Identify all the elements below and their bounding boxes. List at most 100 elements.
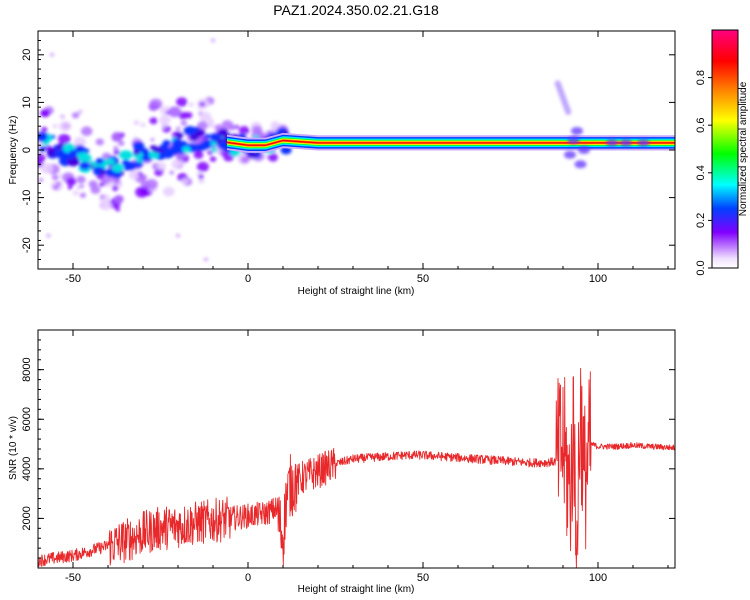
- spectrogram-cell: [188, 102, 194, 107]
- spectrogram-cell: [210, 141, 217, 147]
- spectrogram-cell: [270, 121, 281, 130]
- spectrogram-cell: [207, 150, 213, 155]
- spectrogram-cell: [79, 192, 87, 198]
- snr-x-tick-label: 50: [417, 572, 429, 584]
- spectrogram-cell: [99, 182, 104, 187]
- spectrogram-cell: [105, 182, 111, 188]
- spectrogram-cell: [197, 129, 206, 136]
- spectrogram-cell: [156, 162, 167, 171]
- spectrogram-cell: [121, 159, 130, 166]
- spectrogram-y-tick-label: 0: [21, 147, 33, 153]
- spectrogram-cell: [60, 114, 65, 119]
- spectrogram-y-label: Frequency (Hz): [8, 116, 19, 185]
- spectrogram-cell: [197, 105, 204, 111]
- spectrogram-cell: [100, 194, 105, 199]
- colorbar-frame: [711, 29, 739, 269]
- spectrogram-x-tick-label: -50: [65, 273, 81, 285]
- snr-y-tick-label: 8000: [21, 357, 33, 381]
- spectrogram-cell: [114, 150, 119, 155]
- spectrogram-cell: [58, 174, 63, 178]
- spectrogram-y-tick-label: 10: [21, 96, 33, 108]
- colorbar-label: Normalized spectral amplitude: [738, 81, 749, 216]
- spectrogram-cell: [53, 150, 61, 156]
- spectrogram-cell: [175, 233, 181, 238]
- spectrogram-cell: [111, 163, 124, 173]
- spectrogram-cell: [112, 185, 119, 192]
- spectrogram-cell: [209, 156, 217, 162]
- spectrogram-cell: [38, 146, 47, 152]
- spectrogram-cell: [100, 200, 113, 211]
- spectrogram-cell: [203, 257, 209, 262]
- spectrogram-cell: [197, 142, 208, 151]
- spectrogram-x-tick-label: 100: [589, 273, 607, 285]
- spectrogram-cell: [180, 120, 188, 126]
- spectrogram-cell: [152, 146, 161, 154]
- spectrogram-cell: [189, 135, 198, 142]
- spectrogram-cell: [51, 174, 59, 181]
- spectrogram-cell: [120, 150, 133, 160]
- spectrogram-cell: [75, 145, 86, 153]
- spectrogram-cell: [211, 147, 218, 153]
- spectrogram-x-tick-label: 0: [245, 273, 251, 285]
- spectrogram-cell: [206, 121, 215, 128]
- snr-x-tick-label: 0: [245, 572, 251, 584]
- spectrogram-x-tick-label: 50: [417, 273, 429, 285]
- colorbar-ticks: 0.0 0.2 0.4 0.6 0.8: [695, 70, 712, 276]
- spectrogram-cell: [184, 111, 193, 119]
- spectrogram-cell: [68, 149, 78, 157]
- colorbar: 0.0 0.2 0.4 0.6 0.8 Normalized spectral ampl…: [695, 29, 749, 276]
- spectrogram-cell: [112, 178, 121, 185]
- spectrogram-streak: [554, 80, 572, 115]
- snr-x-label: Height of straight line (km): [298, 584, 415, 595]
- spectrogram-cell: [169, 170, 175, 175]
- spectrogram-band: [227, 139, 675, 146]
- spectrogram-cell: [113, 195, 124, 204]
- spectrogram-cell: [578, 146, 590, 154]
- spectrogram-cell: [133, 149, 141, 156]
- spectrogram-cell: [52, 123, 58, 129]
- spectrogram-cell: [234, 125, 240, 129]
- spectrogram-cell: [159, 115, 171, 125]
- snr-y-ticks: 2000 4000 6000 8000: [21, 329, 675, 569]
- spectrogram-cell: [133, 120, 140, 126]
- spectrogram-x-ticks: -50 0 50 100: [37, 31, 669, 285]
- spectrogram-cell: [56, 181, 62, 186]
- spectrogram-cell: [606, 138, 618, 147]
- spectrogram-cell: [115, 207, 121, 212]
- spectrogram-cell: [176, 97, 188, 107]
- spectrogram-cell: [77, 109, 83, 114]
- spectrogram-cell: [89, 161, 96, 166]
- spectrogram-cell: [40, 162, 54, 174]
- snr-series-line: [38, 367, 675, 568]
- spectrogram-cell: [198, 178, 205, 184]
- spectrogram-cell: [67, 185, 73, 190]
- spectrogram-cell: [52, 184, 60, 190]
- spectrogram-cell: [637, 138, 650, 147]
- colorbar-gradient: [712, 30, 738, 268]
- spectrogram-cell: [46, 233, 51, 238]
- spectrogram-cell: [40, 126, 48, 133]
- spectrogram-cell: [76, 151, 87, 159]
- colorbar-tick-label: 0.0: [695, 260, 707, 275]
- spectrogram-cell: [140, 180, 150, 189]
- spectrogram-cell: [113, 146, 119, 150]
- spectrogram-cell: [571, 126, 583, 135]
- snr-y-tick-label: 6000: [21, 407, 33, 431]
- spectrogram-cell: [49, 52, 55, 57]
- spectrogram-cell: [198, 174, 204, 180]
- spectrogram-cell: [38, 131, 48, 142]
- spectrogram-cell: [76, 175, 86, 184]
- spectrogram-cell: [620, 138, 632, 147]
- snr-x-tick-label: -50: [65, 572, 81, 584]
- spectrogram-cell: [197, 121, 209, 131]
- snr-frame: [37, 329, 676, 569]
- spectrogram-cell: [72, 190, 79, 196]
- spectrogram-cell: [66, 177, 77, 187]
- spectrogram-cell: [196, 161, 209, 172]
- snr-y-label: SNR (10 * v/v): [8, 416, 19, 480]
- snr-x-ticks: -50 0 50 100: [37, 330, 669, 584]
- spectrogram-cell: [175, 132, 184, 139]
- spectrogram-cell: [58, 121, 72, 132]
- colorbar-tick-label: 0.4: [695, 165, 707, 180]
